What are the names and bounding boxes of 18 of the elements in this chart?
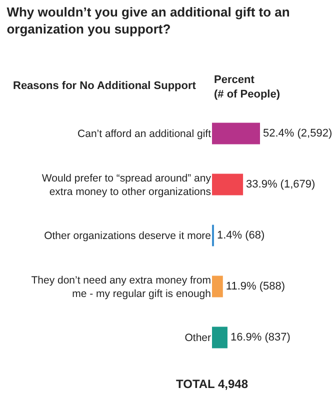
y-tick-label: Other organizations deserve it more [44,230,212,242]
y-axis-title: Reasons for No Additional Support [13,80,196,92]
data-label: 1.4% (68) [217,230,265,242]
y-tick-label: Other [184,332,212,344]
y-tick-label: Can’t afford an additional gift [78,128,212,140]
y-tick-label: Would prefer to “spread around” any extra money to other organizations [42,172,212,198]
bar [212,174,244,196]
data-label: 11.9% (588) [226,280,286,292]
x-axis-title: Percent (# of People) [214,74,280,100]
text: TOTAL 4,948 [176,377,248,391]
data-label: 52.4% (2,592) [263,128,332,140]
data-label: 16.9% (837) [230,332,290,344]
y-tick-label: They don’t need any extra money from me - my regular gift is enough [31,274,212,300]
bar [212,276,223,298]
data-label: 33.9% (1,679) [246,178,316,190]
chart-title: Why wouldn’t you give an additional gift to an organization you support? [6,4,290,36]
bar [212,122,260,144]
bar [212,326,228,348]
